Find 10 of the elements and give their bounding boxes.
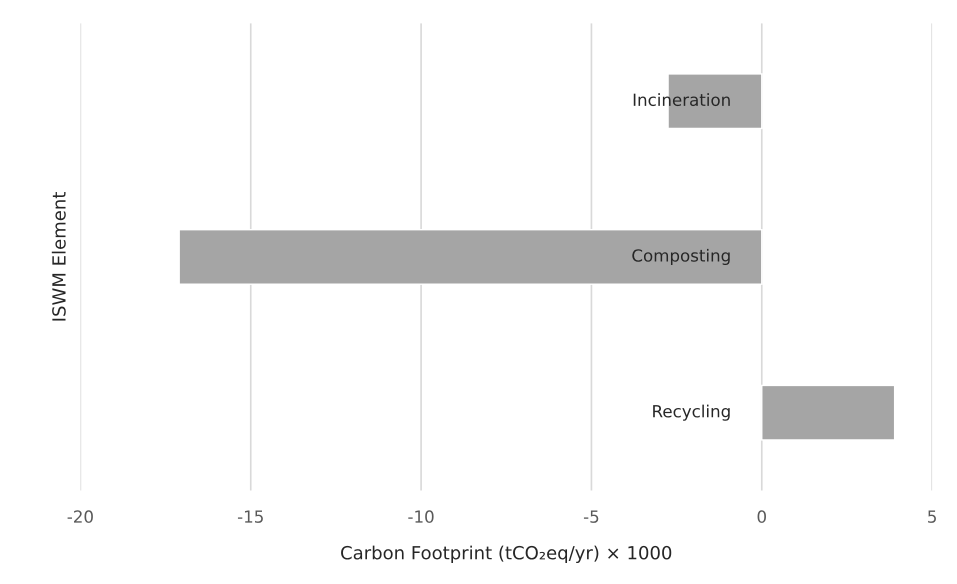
- x-tick-label: -20: [68, 510, 93, 523]
- x-tick-label: 0: [758, 510, 766, 523]
- x-tick-label: -10: [408, 510, 434, 523]
- x-axis-title: Carbon Footprint (tCO₂eq/yr) × 1000: [341, 546, 672, 564]
- x-tick-label: 5: [928, 510, 936, 523]
- y-tick-label: Recycling: [653, 404, 730, 421]
- y-axis-title: ISWM Element: [52, 192, 66, 321]
- x-tick-label: -15: [238, 510, 263, 523]
- y-tick-label: Composting: [632, 248, 730, 266]
- x-tick-label: -5: [584, 510, 598, 523]
